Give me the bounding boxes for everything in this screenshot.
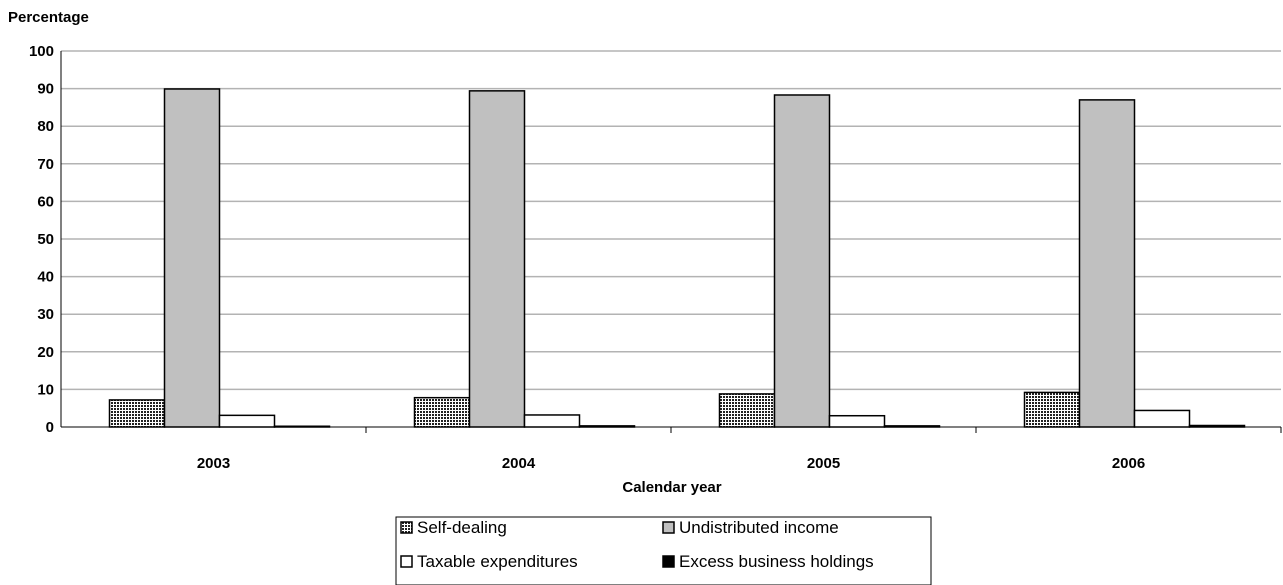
bar xyxy=(218,414,276,428)
legend-label: Taxable expenditures xyxy=(417,552,578,571)
bar xyxy=(1023,391,1081,428)
y-tick-label: 0 xyxy=(46,419,54,436)
y-tick-label: 100 xyxy=(29,43,54,60)
y-tick-label: 30 xyxy=(37,306,54,323)
bar xyxy=(718,393,776,428)
bars xyxy=(108,88,1246,428)
y-axis-title: Percentage xyxy=(8,9,89,26)
y-tick-label: 20 xyxy=(37,344,54,361)
gridlines xyxy=(61,50,1281,391)
y-tick-label: 50 xyxy=(37,231,54,248)
bar xyxy=(773,94,831,428)
bar xyxy=(108,399,166,428)
legend-swatch xyxy=(662,555,675,568)
x-axis-title: Calendar year xyxy=(622,479,721,496)
y-tick-label: 90 xyxy=(37,81,54,98)
bar xyxy=(413,396,471,428)
legend-swatch xyxy=(400,555,413,568)
x-tick-label: 2005 xyxy=(807,455,840,472)
y-tick-label: 40 xyxy=(37,269,54,286)
axes xyxy=(60,51,1282,433)
legend-swatch xyxy=(400,521,413,534)
y-tick-labels: 0 10 20 30 40 50 60 70 80 90 100 xyxy=(29,43,54,436)
legend: Self-dealing Undistributed income Taxable … xyxy=(395,516,932,585)
legend-label: Excess business holdings xyxy=(679,552,874,571)
bar xyxy=(1078,99,1136,428)
y-tick-label: 80 xyxy=(37,118,54,135)
legend-label: Undistributed income xyxy=(679,518,839,537)
bar xyxy=(828,414,886,428)
bar xyxy=(468,90,526,428)
x-tick-label: 2004 xyxy=(502,455,536,472)
y-tick-label: 10 xyxy=(37,381,54,398)
legend-label: Self-dealing xyxy=(417,518,507,537)
x-tick-label: 2006 xyxy=(1112,455,1145,472)
bar xyxy=(523,414,581,428)
x-tick-label: 2003 xyxy=(197,455,230,472)
x-tick-labels: 2003 2004 2005 2006 xyxy=(197,455,1145,472)
bar xyxy=(1133,409,1191,428)
y-tick-label: 70 xyxy=(37,156,54,173)
bar xyxy=(163,88,221,428)
y-tick-label: 60 xyxy=(37,193,54,210)
legend-swatch xyxy=(662,521,675,534)
